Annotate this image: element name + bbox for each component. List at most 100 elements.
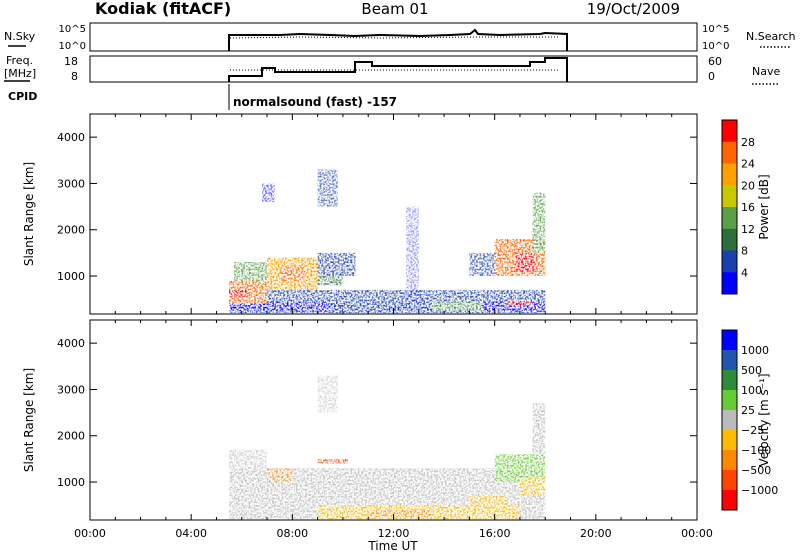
x-tick-label: 04:00 [175,527,207,540]
nsearch-tick-bottom: 10^0 [702,41,729,52]
power-ylabel: Slant Range [km] [22,162,36,266]
station-title: Kodiak (fitACF) [95,0,231,18]
velocity-cbar-swatch [722,350,737,371]
scatter-region [330,301,432,311]
nave-label: Nave [752,65,780,78]
cpid-text: normalsound (fast) -157 [233,95,397,109]
power-cbar-tick: 4 [741,266,748,279]
power-cbar-tick: 12 [741,223,755,236]
nave-tick-top: 60 [708,55,722,68]
power-cbar-tick: 8 [741,245,748,258]
velocity-cbar-swatch [722,450,737,471]
scatter-region [317,375,338,413]
cpid-label: CPID [8,90,37,103]
scatter-region [267,468,293,483]
power-colorbar: 4 8 12 16 20 24 28 Power [dB] [721,119,771,295]
scatter-region [368,509,432,517]
velocity-cbar-tick: −1000 [741,484,778,497]
freq-label-1: Freq. [6,54,33,67]
beam-title: Beam 01 [361,0,428,18]
scatter-region [431,301,483,311]
y-tick-label: 1000 [57,270,85,283]
scatter-region [261,183,275,202]
velocity-ylabel: Slant Range [km] [22,368,36,472]
x-tick-label: 12:00 [378,527,410,540]
velocity-panel: 1000 2000 3000 4000 Slant Range [km] [22,319,698,521]
scatter-region [514,252,536,272]
velocity-cbar-tick: −500 [741,464,771,477]
power-cbar-tick: 24 [741,158,755,171]
nsky-line [228,28,568,51]
nsearch-tick-top: 10^5 [702,24,729,35]
velocity-cbar-tick: 100 [741,384,762,397]
scatter-region [532,403,546,455]
scatter-region [469,495,508,510]
y-tick-label: 1000 [57,476,85,489]
scatter-region [406,206,419,304]
velocity-cbar-swatch [722,430,737,451]
power-cbar-swatch [722,228,737,251]
scatter-region [229,289,247,297]
scatter-region [317,458,348,464]
power-cbar-label: Power [dB] [757,174,771,239]
power-cbar-swatch [722,141,737,164]
nsky-tick-top: 10^5 [59,24,86,35]
velocity-cbar-swatch [722,470,737,491]
velocity-cbar-tick: 25 [741,404,755,417]
freq-panel: Freq. [MHz] 18 8 60 0 Nave [4,54,780,85]
x-tick-label: 16:00 [479,527,511,540]
scatter-region [519,477,546,496]
power-cbar-swatch [722,163,737,186]
y-tick-label: 3000 [57,383,85,396]
power-axes-box [89,113,698,315]
nsky-tick-bottom: 10^0 [59,41,86,52]
x-tick-labels: 00:00 04:00 08:00 12:00 16:00 20:00 00:00 [74,527,713,540]
scatter-region [234,262,268,281]
velocity-cbar-swatch [722,390,737,411]
power-heatmap [229,169,546,314]
scatter-region [279,266,305,281]
velocity-cbar-label: Velocity [m s⁻¹] [757,373,771,466]
power-cbar-tick: 20 [741,179,755,192]
freq-label-2: [MHz] [4,67,36,80]
x-tick-label: 20:00 [580,527,612,540]
x-tick-label: 08:00 [276,527,308,540]
freq-tick-bottom: 8 [71,70,78,83]
x-tick-label: 00:00 [74,527,106,540]
x-axis-title: Time UT [367,539,418,553]
nsky-label: N.Sky [4,30,36,43]
y-tick-label: 4000 [57,337,85,350]
y-tick-label: 2000 [57,224,85,237]
nsky-panel: N.Sky 10^5 10^0 10^5 10^0 N.Search [4,22,796,52]
power-panel: 1000 2000 3000 4000 Slant Range [km] [22,113,698,315]
cpid-panel: CPID normalsound (fast) -157 [8,84,397,110]
velocity-cbar-swatch [722,370,737,391]
nsearch-line [229,36,560,39]
power-cbar-swatch [722,185,737,208]
freq-line [228,57,568,82]
velocity-cbar-swatch [722,330,737,351]
x-tick-label: 00:00 [681,527,713,540]
nave-tick-bottom: 0 [708,70,715,83]
nsearch-label: N.Search [746,30,796,43]
scatter-region [507,301,533,307]
scatter-region [532,192,546,253]
scatter-region [317,276,343,286]
velocity-cbar-tick: −25 [741,424,764,437]
scatter-region [229,449,268,469]
scatter-region [229,280,268,304]
velocity-colorbar: 1000 500 100 25 −25 −100 −500 −1000 Velocity [m… [721,329,778,511]
power-cbar-tick: 16 [741,201,755,214]
y-tick-label: 4000 [57,131,85,144]
velocity-cbar-tick: 500 [741,364,762,377]
scatter-region [494,454,546,483]
velocity-cbar-swatch [722,410,737,431]
velocity-cbar-tick: 1000 [741,344,769,357]
power-cbar-swatch [722,207,737,230]
scatter-region [317,252,356,277]
y-tick-label: 3000 [57,177,85,190]
power-cbar-tick: 28 [741,136,755,149]
power-cbar-swatch [722,120,737,143]
scatter-region [317,169,338,207]
